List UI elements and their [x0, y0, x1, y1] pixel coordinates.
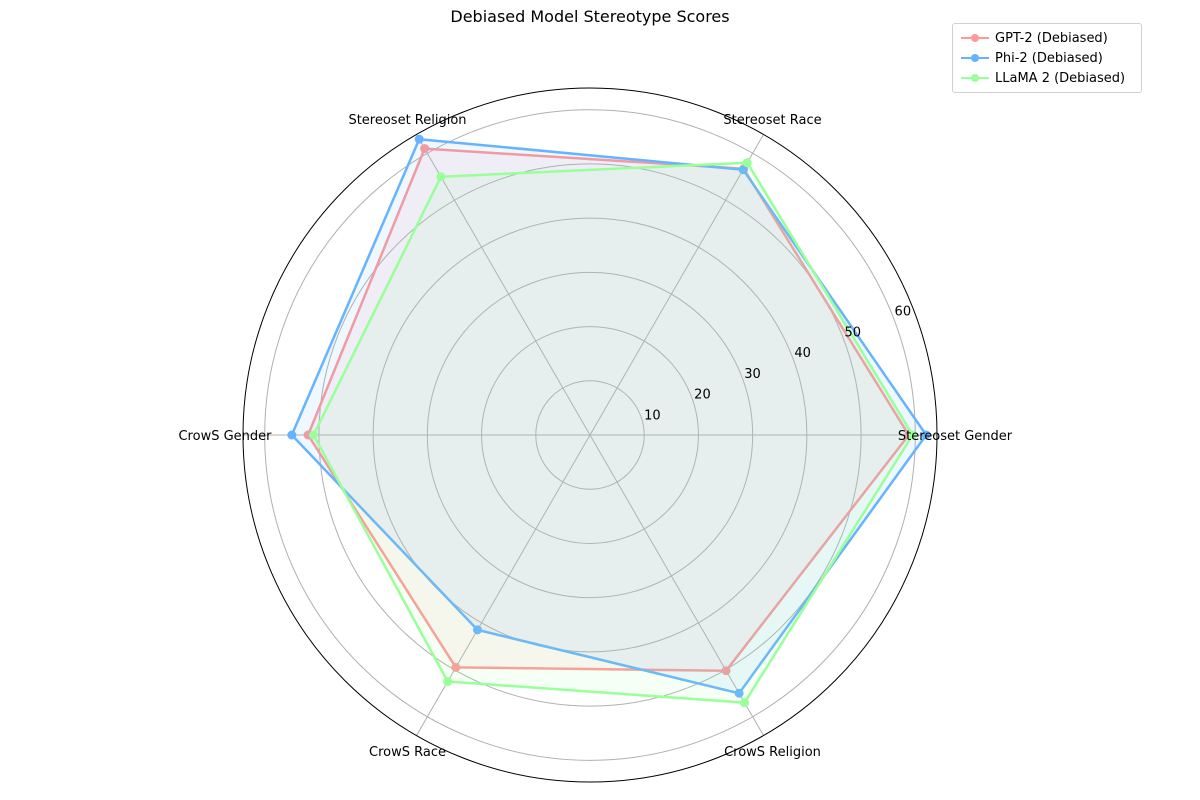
series-2-point-3 [308, 430, 318, 440]
grid-layer [242, 87, 938, 783]
legend-entry-gpt2: GPT-2 (Debiased) [961, 28, 1108, 48]
legend-label-phi2: Phi-2 (Debiased) [995, 50, 1103, 66]
legend-label-gpt2: GPT-2 (Debiased) [995, 30, 1108, 46]
category-label: CrowS Race [369, 745, 446, 760]
series-1-point-1 [738, 165, 748, 175]
series-1-point-2 [414, 134, 424, 144]
r-tick-label: 40 [794, 346, 811, 361]
legend-swatch-phi2 [961, 54, 989, 62]
series-fill-1 [291, 139, 927, 694]
legend-swatch-gpt2 [961, 34, 989, 42]
series-2-point-0 [908, 430, 918, 440]
series-0-point-5 [721, 666, 731, 676]
series-2-point-4 [443, 677, 453, 687]
category-label: Stereoset Gender [898, 429, 1013, 444]
r-tick-label: 60 [895, 305, 912, 320]
series-2-point-5 [740, 698, 750, 708]
grid-spoke [416, 134, 591, 436]
label-layer: 10 20 30 40 50 60 Stereoset Gender Stereoset Ra… [178, 113, 1012, 760]
grid-spoke [416, 434, 591, 736]
legend-swatch-llama2 [961, 74, 989, 82]
series-0-point-4 [451, 662, 461, 672]
r-tick-label: 20 [694, 388, 711, 403]
r-tick-label: 50 [844, 325, 861, 340]
legend-entry-phi2: Phi-2 (Debiased) [961, 48, 1103, 68]
series-2-point-2 [436, 172, 446, 182]
series-1-point-4 [472, 625, 482, 635]
series-1-point-0 [921, 430, 931, 440]
category-label: Stereoset Race [723, 113, 821, 128]
chart-title: Debiased Model Stereotype Scores [450, 7, 729, 26]
legend: GPT-2 (Debiased) Phi-2 (Debiased) LLaMA … [952, 23, 1142, 93]
series-1-point-3 [287, 430, 297, 440]
polar-frame [242, 87, 938, 783]
series-fill-0 [308, 148, 909, 671]
series-0-point-2 [420, 144, 430, 154]
series-layer [287, 134, 931, 708]
series-fill-2 [313, 162, 913, 703]
legend-label-llama2: LLaMA 2 (Debiased) [995, 70, 1126, 86]
series-1-point-5 [734, 688, 744, 698]
category-label: CrowS Religion [724, 745, 821, 760]
r-tick-label: 30 [744, 367, 761, 382]
series-2-point-1 [742, 158, 752, 168]
category-label: CrowS Gender [178, 429, 272, 444]
grid-spoke [589, 434, 764, 736]
category-label: Stereoset Religion [348, 113, 466, 128]
grid-spoke [589, 134, 764, 436]
legend-entry-llama2: LLaMA 2 (Debiased) [961, 68, 1125, 88]
r-tick-label: 10 [644, 408, 661, 423]
